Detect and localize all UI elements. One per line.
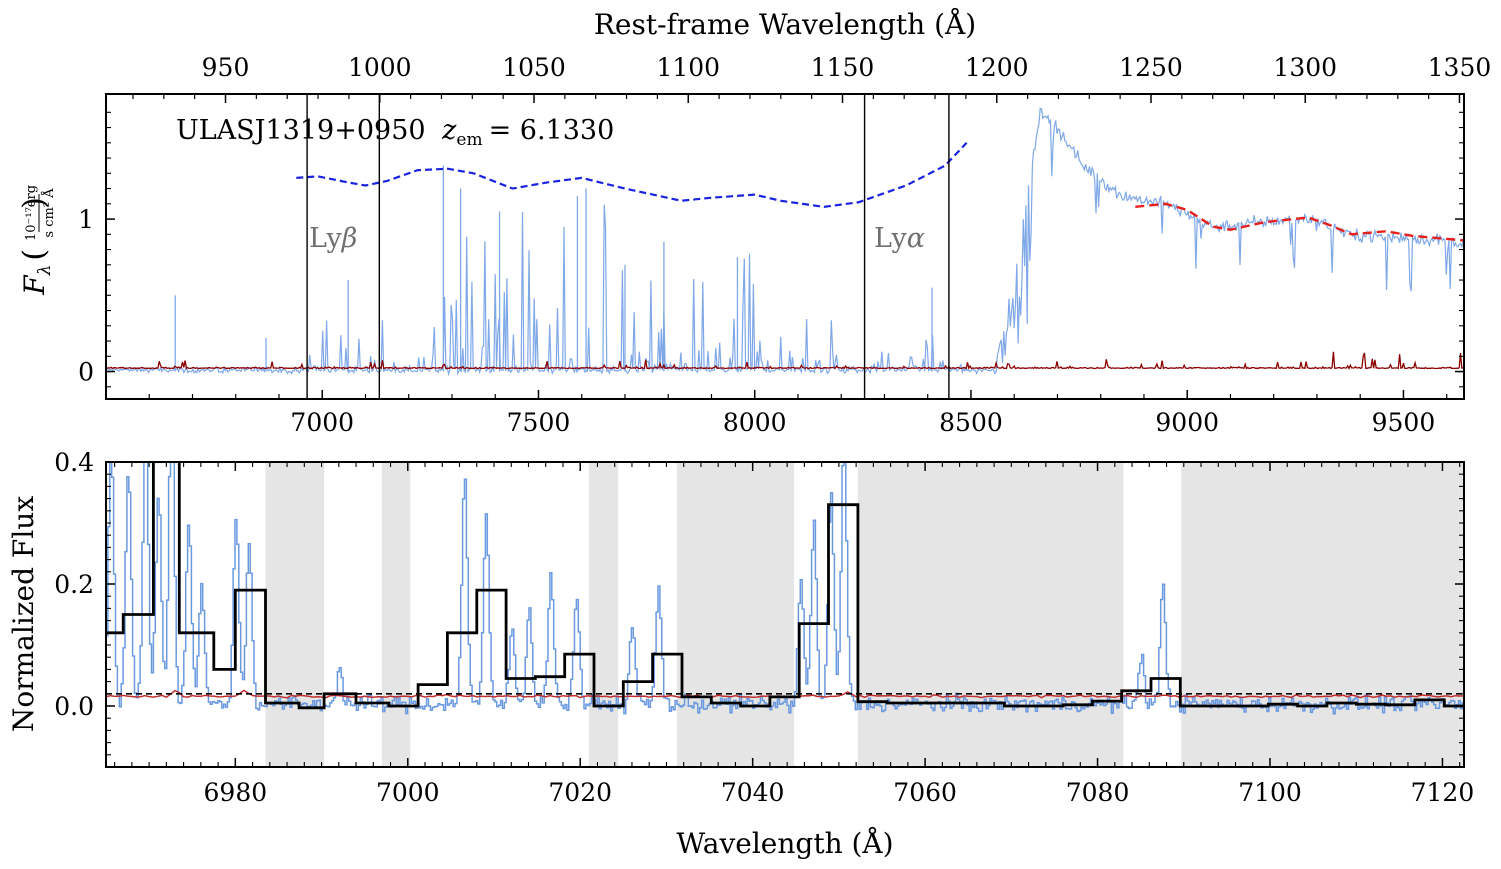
top-y-axis-title: Fλ() 10⁻¹⁷erg s cm² Å (17, 185, 57, 296)
flux-error-line (106, 351, 1464, 371)
top-x-tick-label: 1350 (1428, 53, 1492, 82)
top-x-tick-label: 1300 (1273, 53, 1337, 82)
continuum-fit-line (1135, 202, 1464, 242)
y-tick-label: 1 (78, 205, 94, 234)
y-tick-label: 0.0 (54, 692, 94, 721)
predicted-continuum-line (296, 142, 968, 208)
y-tick-label: 0.2 (54, 570, 94, 599)
masked-region (857, 462, 1124, 767)
top-x-tick-label: 1100 (656, 53, 720, 82)
top-x-tick-label: 1050 (502, 53, 566, 82)
svg-text:Fλ(): Fλ() (17, 197, 55, 296)
lyb-label: Lyβ (309, 223, 357, 254)
x-tick-label: 7120 (1411, 778, 1475, 807)
object-label: ULASJ1319+0950 zem = 6.1330 (176, 115, 614, 150)
x-tick-label: 9500 (1372, 408, 1436, 437)
bottom-panel-ticks: 6980 7000 7020 7040 7060 7080 7100 7120 0.0 0.2 0.… (54, 448, 1474, 807)
x-tick-label: 7000 (376, 778, 440, 807)
lya-label: Lyα (874, 223, 925, 254)
x-tick-label: 7020 (548, 778, 612, 807)
masked-region (1181, 462, 1464, 767)
x-tick-label: 7080 (1066, 778, 1130, 807)
x-tick-label: 7100 (1238, 778, 1302, 807)
normalized-flux-line (106, 462, 1464, 715)
x-tick-label: 8000 (723, 408, 787, 437)
binned-flux-line (106, 462, 1464, 710)
svg-text:s cm² Å: s cm² Å (41, 188, 57, 238)
x-tick-label: 8500 (939, 408, 1003, 437)
x-tick-label: 7500 (507, 408, 571, 437)
x-tick-label: 9000 (1155, 408, 1219, 437)
top-x-tick-label: 1150 (811, 53, 875, 82)
x-tick-label: 6980 (204, 778, 268, 807)
bottom-panel: 6980 7000 7020 7040 7060 7080 7100 7120 0.0 0.2 0.… (7, 448, 1474, 860)
y-tick-label: 0 (78, 358, 94, 387)
top-panel-ticks: 7000 7500 8000 8500 9000 9500 950 1000 1050 1100 1… (78, 53, 1491, 437)
top-axes-frame (105, 93, 1465, 400)
svg-text:10⁻¹⁷erg: 10⁻¹⁷erg (24, 185, 39, 241)
top-x-tick-label: 950 (202, 53, 250, 82)
bottom-y-axis-title: Normalized Flux (7, 496, 40, 732)
masked-region (676, 462, 795, 767)
x-tick-label: 7040 (721, 778, 785, 807)
top-x-axis-title: Rest-frame Wavelength (Å) (594, 8, 976, 41)
top-x-tick-label: 1000 (348, 53, 412, 82)
bottom-plot-area (106, 462, 1464, 767)
masked-region (588, 462, 619, 767)
masked-region (381, 462, 411, 767)
top-panel: 7000 7500 8000 8500 9000 9500 950 1000 1050 1100 1… (17, 8, 1491, 437)
x-tick-label: 7000 (290, 408, 354, 437)
top-x-tick-label: 1250 (1119, 53, 1183, 82)
x-tick-label: 7060 (893, 778, 957, 807)
bottom-x-axis-title: Wavelength (Å) (676, 827, 893, 860)
top-x-tick-label: 1200 (965, 53, 1029, 82)
y-tick-label: 0.4 (54, 448, 94, 477)
bottom-axes-frame (105, 461, 1465, 768)
masked-region (265, 462, 325, 767)
top-plot-area (106, 94, 1464, 399)
